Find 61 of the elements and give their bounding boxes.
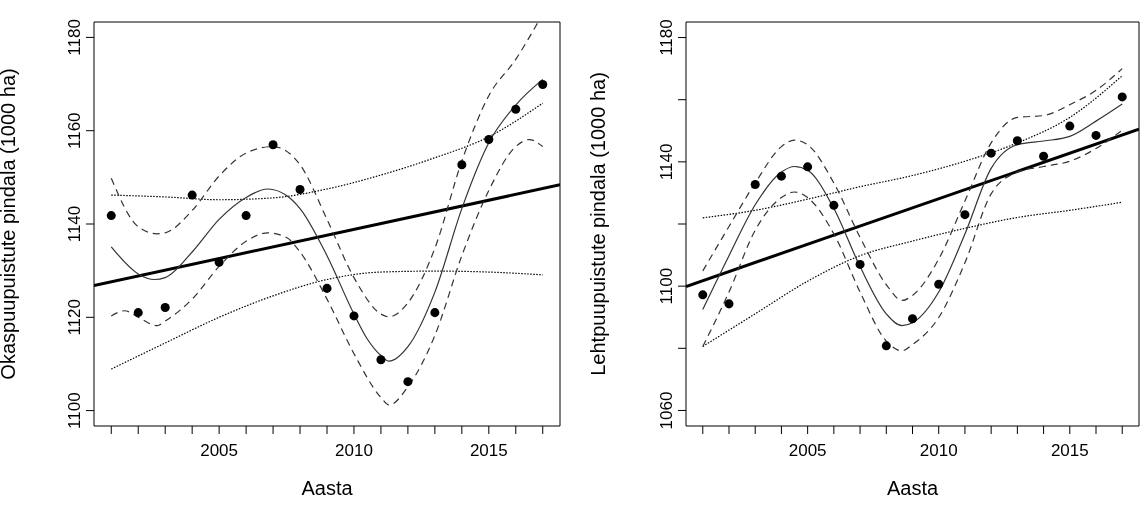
point (907, 314, 918, 324)
point (349, 311, 359, 321)
point (106, 211, 116, 221)
point (322, 283, 332, 293)
y-axis-title: Lehtpuupuistute pindala (1000 ha) (587, 72, 610, 376)
y-tick-label: 1060 (657, 391, 676, 430)
point (829, 200, 839, 210)
line-series (702, 129, 1123, 352)
point (986, 148, 996, 158)
line-series (110, 138, 544, 406)
line-series (110, 22, 538, 318)
point (268, 140, 278, 150)
point (698, 290, 708, 300)
x-tick-label: 2010 (919, 441, 958, 461)
point (187, 190, 197, 200)
point (484, 135, 494, 145)
line-series (702, 201, 1123, 348)
point (376, 355, 386, 365)
point (724, 299, 734, 309)
x-tick-label: 2005 (788, 441, 827, 461)
x-axis-title: Aasta (886, 477, 939, 499)
point (1091, 130, 1101, 140)
x-tick-label: 2005 (200, 441, 239, 461)
point (1117, 92, 1127, 102)
y-axis-title: Okaspuupuistute pindala (1000 ha) (0, 68, 20, 380)
y-tick-label: 1140 (657, 143, 676, 181)
point (403, 377, 413, 387)
point (855, 259, 865, 269)
y-tick-label: 1100 (65, 392, 84, 429)
line-series (702, 103, 1123, 327)
line-series (702, 75, 1123, 219)
y-tick-label: 1140 (65, 205, 84, 243)
point (1039, 151, 1049, 161)
point (241, 211, 251, 221)
point (457, 160, 467, 170)
point (776, 171, 786, 181)
point (960, 210, 970, 220)
x-tick-label: 2010 (335, 441, 373, 461)
point (1065, 121, 1075, 131)
x-tick-label: 2015 (1050, 441, 1089, 461)
y-tick-label: 1180 (65, 19, 84, 56)
point (803, 162, 813, 172)
point (750, 180, 760, 190)
y-tick-label: 1160 (65, 112, 84, 149)
y-tick-label: 1180 (657, 19, 676, 56)
line-series (110, 102, 544, 201)
point (160, 303, 170, 313)
x-tick-label: 2015 (469, 441, 508, 461)
point (538, 80, 548, 90)
point (511, 104, 521, 114)
y-tick-label: 1120 (65, 299, 84, 336)
point (934, 279, 944, 289)
line-series (702, 68, 1123, 302)
y-tick-label: 1100 (657, 267, 676, 305)
point (133, 308, 143, 318)
point (430, 308, 440, 318)
line-series (110, 270, 544, 370)
point (295, 184, 305, 194)
point (1012, 136, 1022, 146)
point (881, 341, 891, 351)
x-axis-title: Aasta (301, 477, 354, 499)
